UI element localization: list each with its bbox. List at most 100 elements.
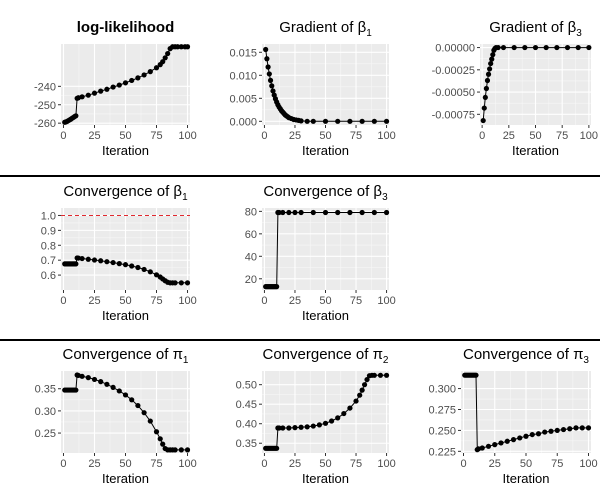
data-point xyxy=(110,384,116,390)
data-point xyxy=(495,44,501,51)
data-point xyxy=(178,44,184,50)
data-point xyxy=(335,415,341,421)
data-point xyxy=(157,436,163,442)
data-point xyxy=(110,84,116,90)
data-point xyxy=(579,425,585,431)
data-point xyxy=(347,209,353,216)
x-tick-label: 0 xyxy=(460,458,466,470)
x-tick-label: 50 xyxy=(319,295,331,307)
y-tick-label: 0.010 xyxy=(229,70,257,82)
data-point xyxy=(122,392,129,398)
y-tick-label: 0.300 xyxy=(428,384,456,396)
x-tick-label: 50 xyxy=(529,130,541,142)
data-point xyxy=(310,423,316,429)
x-tick-label: 25 xyxy=(489,458,501,470)
data-point xyxy=(129,397,135,403)
data-point xyxy=(153,429,160,435)
data-point xyxy=(482,94,488,101)
data-point xyxy=(517,435,523,441)
plot-title-subscript: 3 xyxy=(576,28,582,39)
data-point xyxy=(269,83,275,89)
data-point xyxy=(85,256,91,262)
y-tick-label: 0.40 xyxy=(236,419,257,431)
x-tick-label: 50 xyxy=(319,130,331,142)
data-point xyxy=(104,86,110,92)
data-point xyxy=(322,118,329,124)
data-point xyxy=(270,88,276,94)
data-point xyxy=(274,445,280,451)
data-point xyxy=(364,376,370,383)
data-point xyxy=(484,77,491,84)
data-point xyxy=(335,209,341,216)
data-point xyxy=(147,418,153,424)
data-point xyxy=(129,263,135,269)
data-point xyxy=(304,424,310,430)
data-point xyxy=(160,59,166,65)
data-point xyxy=(172,447,178,453)
data-point xyxy=(73,261,79,267)
data-point xyxy=(98,88,104,94)
data-point xyxy=(265,64,271,70)
plot-title: Convergence of π2 xyxy=(263,346,389,366)
x-axis-title: Iteration xyxy=(512,143,559,158)
plot-title-subscript: 3 xyxy=(583,355,589,366)
data-point xyxy=(383,372,390,378)
data-point xyxy=(511,44,517,51)
x-tick-label: 75 xyxy=(556,130,568,142)
y-tick-label: -250 xyxy=(34,100,56,112)
data-point xyxy=(91,257,98,263)
x-tick-label: 25 xyxy=(88,295,100,307)
data-point xyxy=(361,382,368,388)
data-point xyxy=(122,262,129,268)
data-point xyxy=(383,118,390,124)
data-point xyxy=(492,442,498,448)
x-tick-label: 75 xyxy=(551,458,563,470)
y-tick-label: 0.250 xyxy=(428,425,456,437)
y-tick-label: 0.8 xyxy=(41,240,56,252)
y-tick-label: 0.35 xyxy=(236,438,257,450)
data-point xyxy=(498,440,504,446)
data-point xyxy=(276,209,282,216)
x-tick-label: 50 xyxy=(119,130,131,142)
x-tick-label: 25 xyxy=(88,130,100,142)
x-tick-label: 75 xyxy=(350,130,362,142)
data-point xyxy=(141,266,147,273)
data-point xyxy=(135,75,141,81)
x-tick-label: 100 xyxy=(580,130,598,142)
data-point xyxy=(483,85,490,92)
chart-panel-6: 0 25 50 75 100 0.25 0.30 0.35 Convergence of π1 I… xyxy=(35,346,197,486)
data-point xyxy=(91,376,98,383)
data-point xyxy=(371,118,377,124)
chart-panel-3: 0 25 50 75 100 -0.00075 -0.00050 -0.00025 0.0000… xyxy=(432,19,598,158)
data-point xyxy=(116,261,122,267)
data-point xyxy=(184,447,191,453)
data-point xyxy=(500,44,507,51)
data-point xyxy=(353,398,359,404)
x-tick-label: 0 xyxy=(60,458,66,470)
data-point xyxy=(165,50,171,57)
data-point xyxy=(310,209,316,216)
x-tick-label: 0 xyxy=(60,295,66,307)
data-point xyxy=(280,425,286,431)
data-point xyxy=(135,402,141,409)
data-point xyxy=(73,113,79,119)
data-point xyxy=(286,209,292,216)
plot-title: Gradient of β3 xyxy=(489,19,582,39)
data-point xyxy=(567,426,573,432)
x-tick-label: 75 xyxy=(150,295,162,307)
data-point xyxy=(298,424,304,430)
data-point xyxy=(264,56,270,62)
data-point xyxy=(359,209,365,216)
y-tick-label: 20 xyxy=(245,274,257,286)
x-tick-label: 50 xyxy=(119,295,131,307)
data-point xyxy=(532,44,539,51)
data-point xyxy=(286,425,292,431)
data-point xyxy=(91,90,98,96)
data-point xyxy=(485,443,492,449)
x-axis-title: Iteration xyxy=(102,143,149,158)
plot-title-subscript: 1 xyxy=(182,192,188,203)
data-point xyxy=(267,77,274,83)
data-point xyxy=(535,431,542,437)
data-point xyxy=(485,71,492,77)
data-point xyxy=(292,209,298,216)
